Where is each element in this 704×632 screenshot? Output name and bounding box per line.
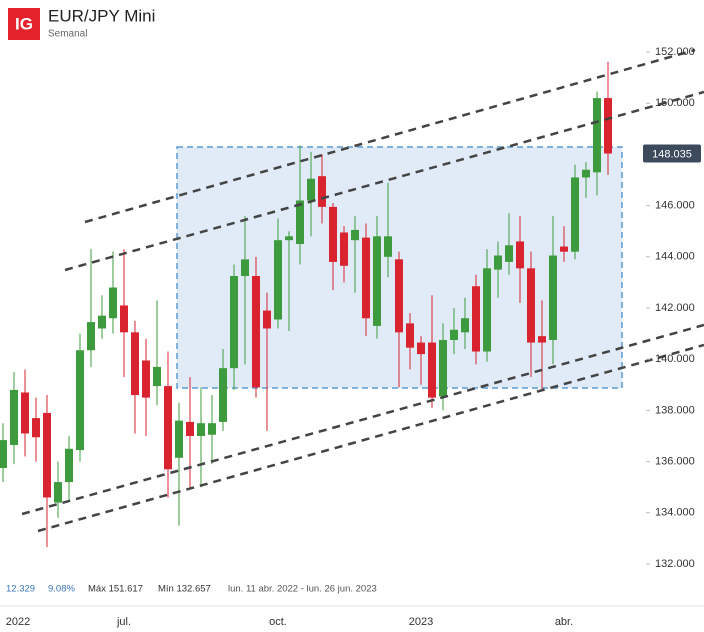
candle-body [131, 332, 139, 396]
candle-body [439, 340, 447, 397]
candle-body [406, 323, 414, 348]
candle-body [373, 236, 381, 326]
channel-line [37, 343, 704, 533]
candle-body [461, 318, 469, 333]
x-tick-label: 2022 [6, 616, 30, 628]
candle-body [109, 287, 117, 319]
x-tick-label: 2023 [409, 616, 433, 628]
candle-body [32, 418, 40, 438]
candle-body [494, 255, 502, 270]
candle-body [362, 237, 370, 319]
candle-body [142, 360, 150, 398]
candle-body [450, 329, 458, 341]
last-price-box [643, 144, 701, 163]
y-tick-label: 140.000 [655, 353, 695, 365]
candle-body [197, 423, 205, 436]
candle-body [98, 315, 106, 329]
stat: 12.329 [6, 584, 35, 595]
candle-body [428, 342, 436, 398]
channel-line [21, 323, 704, 516]
candle-body [604, 98, 612, 154]
candle-body [43, 412, 51, 498]
y-tick-label: 146.000 [655, 200, 695, 212]
candle-body [219, 368, 227, 422]
candle-body [76, 350, 84, 451]
y-tick-label: 142.000 [655, 302, 695, 314]
y-tick-label: 136.000 [655, 456, 695, 468]
logo: IG [15, 14, 33, 33]
chart-subtitle: Semanal [48, 29, 87, 40]
y-tick-label: 138.000 [655, 404, 695, 416]
candle-body [560, 246, 568, 252]
candle-body [87, 322, 95, 351]
candle-body [175, 420, 183, 458]
candle-body [65, 448, 73, 483]
candle-body [153, 366, 161, 387]
x-tick-label: jul. [116, 616, 131, 628]
logo-box [8, 8, 40, 40]
candle-body [10, 389, 18, 445]
candle-body [230, 276, 238, 369]
y-tick-label: 132.000 [655, 558, 695, 570]
candle-body [186, 421, 194, 436]
candle-body [0, 440, 7, 468]
channel-line [64, 90, 704, 272]
x-tick-label: abr. [555, 616, 573, 628]
x-tick-label: oct. [269, 616, 287, 628]
candle-body [318, 176, 326, 207]
candle-body [208, 423, 216, 435]
y-tick-label: 152.000 [655, 46, 695, 58]
stat: 9.08% [48, 584, 75, 595]
candle-body [516, 241, 524, 269]
chart-title: EUR/JPY Mini [48, 6, 155, 25]
candle-body [472, 286, 480, 352]
candle-body [241, 259, 249, 277]
candle-body [307, 178, 315, 201]
stat: Máx 151.617 [88, 584, 143, 595]
candle-body [417, 342, 425, 355]
stat: lun. 11 abr. 2022 - lun. 26 jun. 2023 [228, 584, 377, 595]
y-tick-label: 150.000 [655, 97, 695, 109]
candle-body [571, 177, 579, 252]
candle-body [274, 240, 282, 320]
candle-body [505, 245, 513, 262]
candle-body [296, 200, 304, 245]
candle-body [252, 276, 260, 388]
candle-body [483, 268, 491, 352]
last-price-label: 148.035 [652, 148, 692, 160]
candle-body [164, 386, 172, 470]
channel-lines [21, 48, 704, 533]
candle-body [340, 232, 348, 266]
candle-body [527, 268, 535, 343]
candle-body [263, 310, 271, 329]
candle-body [54, 482, 62, 503]
stat: Mín 132.657 [158, 584, 211, 595]
channel-line [84, 48, 696, 224]
y-tick-label: 144.000 [655, 251, 695, 263]
candle-body [351, 229, 359, 241]
candle-body [384, 236, 392, 257]
candle-body [582, 169, 590, 178]
candle-body [120, 305, 128, 333]
y-tick-label: 134.000 [655, 507, 695, 519]
plot [0, 61, 612, 548]
candle-body [395, 259, 403, 333]
candle-body [549, 255, 557, 341]
candle-body [285, 236, 293, 241]
candle-body [593, 98, 601, 173]
candle-body [538, 336, 546, 343]
candle-body [21, 392, 29, 434]
candle-body [329, 206, 337, 262]
